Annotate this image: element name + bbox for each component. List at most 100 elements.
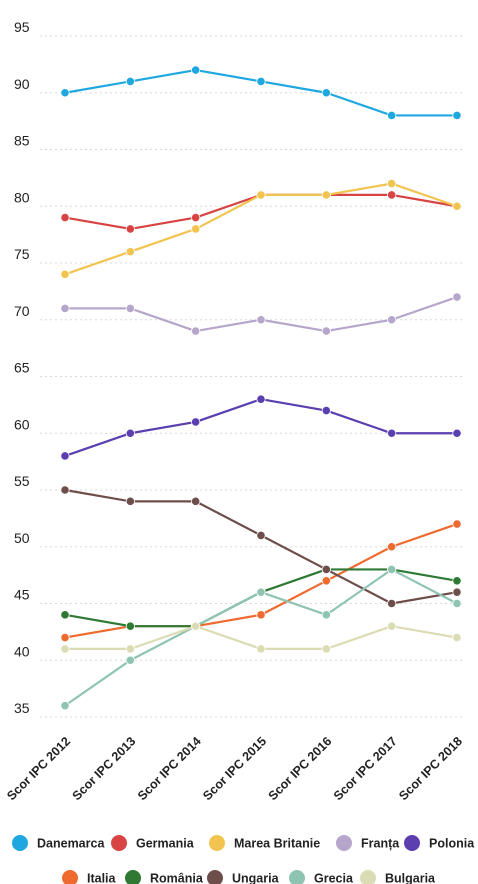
data-point [256, 190, 266, 200]
data-point [191, 326, 201, 336]
y-tick-label: 85 [14, 133, 30, 149]
y-tick-label: 95 [14, 19, 30, 35]
legend-label: Italia [87, 872, 117, 884]
data-point [321, 326, 331, 336]
series-group [60, 485, 462, 609]
data-point [321, 564, 331, 575]
data-point [321, 405, 331, 416]
legend-swatch [111, 835, 127, 851]
legend-item: Italia [62, 870, 117, 884]
data-point [321, 88, 331, 98]
legend-swatch [12, 835, 28, 851]
y-tick-label: 60 [14, 416, 30, 432]
data-point [125, 621, 135, 631]
data-point [452, 428, 462, 438]
series-line [64, 398, 457, 457]
series-group [60, 564, 462, 711]
data-point [387, 621, 397, 631]
legend-swatch [360, 870, 376, 884]
y-tick-label: 90 [14, 76, 30, 92]
data-point [387, 178, 397, 189]
series-group [60, 65, 462, 121]
data-point [191, 496, 201, 506]
data-point [452, 598, 462, 609]
data-point [60, 485, 70, 495]
x-tick-label: Scor IPC 2013 [70, 734, 139, 803]
y-tick-label: 80 [14, 189, 30, 205]
data-point [60, 88, 70, 98]
data-point [60, 451, 70, 461]
data-point [387, 598, 397, 609]
data-point [125, 224, 135, 234]
legend-label: Danemarca [37, 837, 105, 851]
x-tick-label: Scor IPC 2017 [331, 734, 400, 803]
legend-swatch [336, 835, 352, 851]
legend-label: Germania [136, 837, 195, 851]
data-point [256, 315, 266, 325]
legend-item: Polonia [404, 835, 475, 851]
data-point [321, 576, 331, 586]
legend-swatch [209, 835, 225, 851]
series-group [60, 394, 462, 461]
legend-item: Germania [111, 835, 195, 851]
data-point [60, 701, 70, 711]
data-point [125, 655, 135, 665]
data-point [125, 428, 135, 438]
legend-item: Grecia [289, 870, 354, 884]
legend-swatch [207, 870, 223, 884]
data-point [191, 213, 201, 223]
series-line [64, 523, 458, 639]
data-point [60, 269, 70, 279]
y-tick-label: 35 [14, 700, 30, 716]
data-point [256, 76, 266, 87]
legend-swatch [125, 870, 141, 884]
data-point [321, 644, 331, 654]
data-point [191, 417, 201, 427]
data-point [452, 292, 462, 302]
data-point [387, 542, 397, 552]
legend-swatch [404, 835, 420, 851]
y-tick-label: 40 [14, 643, 30, 659]
data-point [452, 576, 462, 586]
series-group [60, 621, 462, 654]
data-point [256, 530, 266, 541]
series-group [60, 178, 462, 279]
data-point [452, 587, 462, 597]
legend-item: Ungaria [207, 870, 280, 884]
legend-item: Danemarca [12, 835, 105, 851]
x-tick-label: Scor IPC 2014 [135, 734, 204, 803]
data-point [452, 519, 462, 529]
data-point [191, 621, 201, 631]
data-point [321, 190, 331, 200]
y-tick-label: 75 [14, 246, 30, 262]
y-axis-ticks: 35 40 45 50 55 60 65 70 75 80 85 90 95 [14, 19, 30, 716]
data-point [60, 644, 70, 654]
x-tick-label: Scor IPC 2018 [396, 734, 465, 803]
series-group [60, 292, 462, 336]
y-tick-label: 55 [14, 473, 30, 489]
data-point [125, 76, 135, 87]
data-point [60, 610, 70, 620]
data-point [256, 644, 266, 654]
legend-label: Bulgaria [385, 872, 436, 884]
legend-swatch [62, 870, 78, 884]
grid-layer [40, 35, 462, 718]
data-point [125, 644, 135, 654]
data-point [387, 428, 397, 438]
data-point [191, 65, 201, 75]
legend-item: Franța [336, 835, 400, 851]
data-point [125, 496, 135, 506]
series-layer [60, 65, 462, 711]
data-point [125, 303, 135, 313]
data-point [387, 190, 397, 200]
data-point [125, 247, 135, 257]
series-line [64, 193, 458, 231]
data-point [387, 564, 397, 575]
data-point [60, 303, 70, 313]
legend-label: Ungaria [232, 872, 280, 884]
legend-item: Marea Britanie [209, 835, 320, 851]
y-tick-label: 45 [14, 587, 30, 603]
